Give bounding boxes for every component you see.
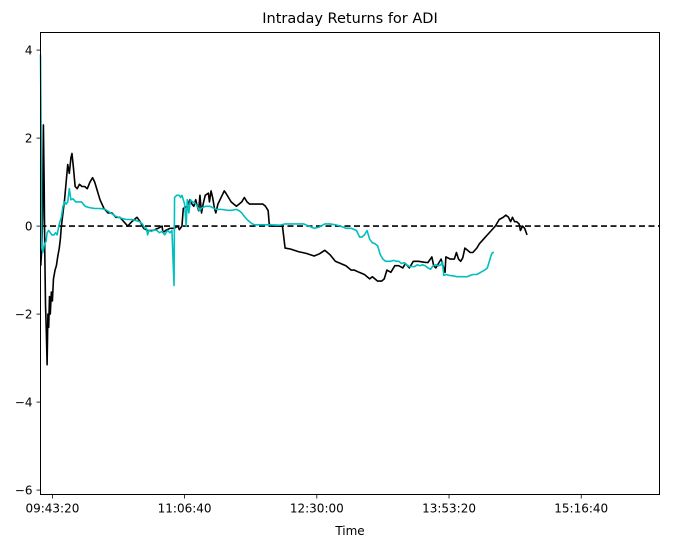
y-tick-label-2: −4 <box>15 396 33 410</box>
x-axis: 09:43:20 11:06:40 12:30:00 13:53:20 15:16:40 <box>25 494 608 516</box>
y-tick-label-5: 2 <box>25 132 33 146</box>
x-tick-label-1: 09:43:20 <box>25 502 79 516</box>
plot-frame <box>40 32 660 495</box>
series-line-1 <box>39 124 528 366</box>
x-tick-label-5: 15:16:40 <box>554 502 608 516</box>
x-tick-label-4: 13:53:20 <box>422 502 476 516</box>
y-tick-label-6: 4 <box>25 44 33 58</box>
x-axis-title: Time <box>334 524 364 538</box>
series-line-2 <box>39 54 494 287</box>
y-tick-label-3: −2 <box>15 308 33 322</box>
y-tick-label-4: 0 <box>25 220 33 234</box>
series-layer <box>39 54 528 366</box>
x-tick-label-3: 12:30:00 <box>290 502 344 516</box>
y-tick-label-1: −6 <box>15 484 33 498</box>
x-tick-label-2: 11:06:40 <box>158 502 212 516</box>
chart-title: Intraday Returns for ADI <box>262 11 437 27</box>
plot-area <box>39 54 660 366</box>
y-axis: −6 −4 −2 0 2 4 <box>15 44 41 498</box>
